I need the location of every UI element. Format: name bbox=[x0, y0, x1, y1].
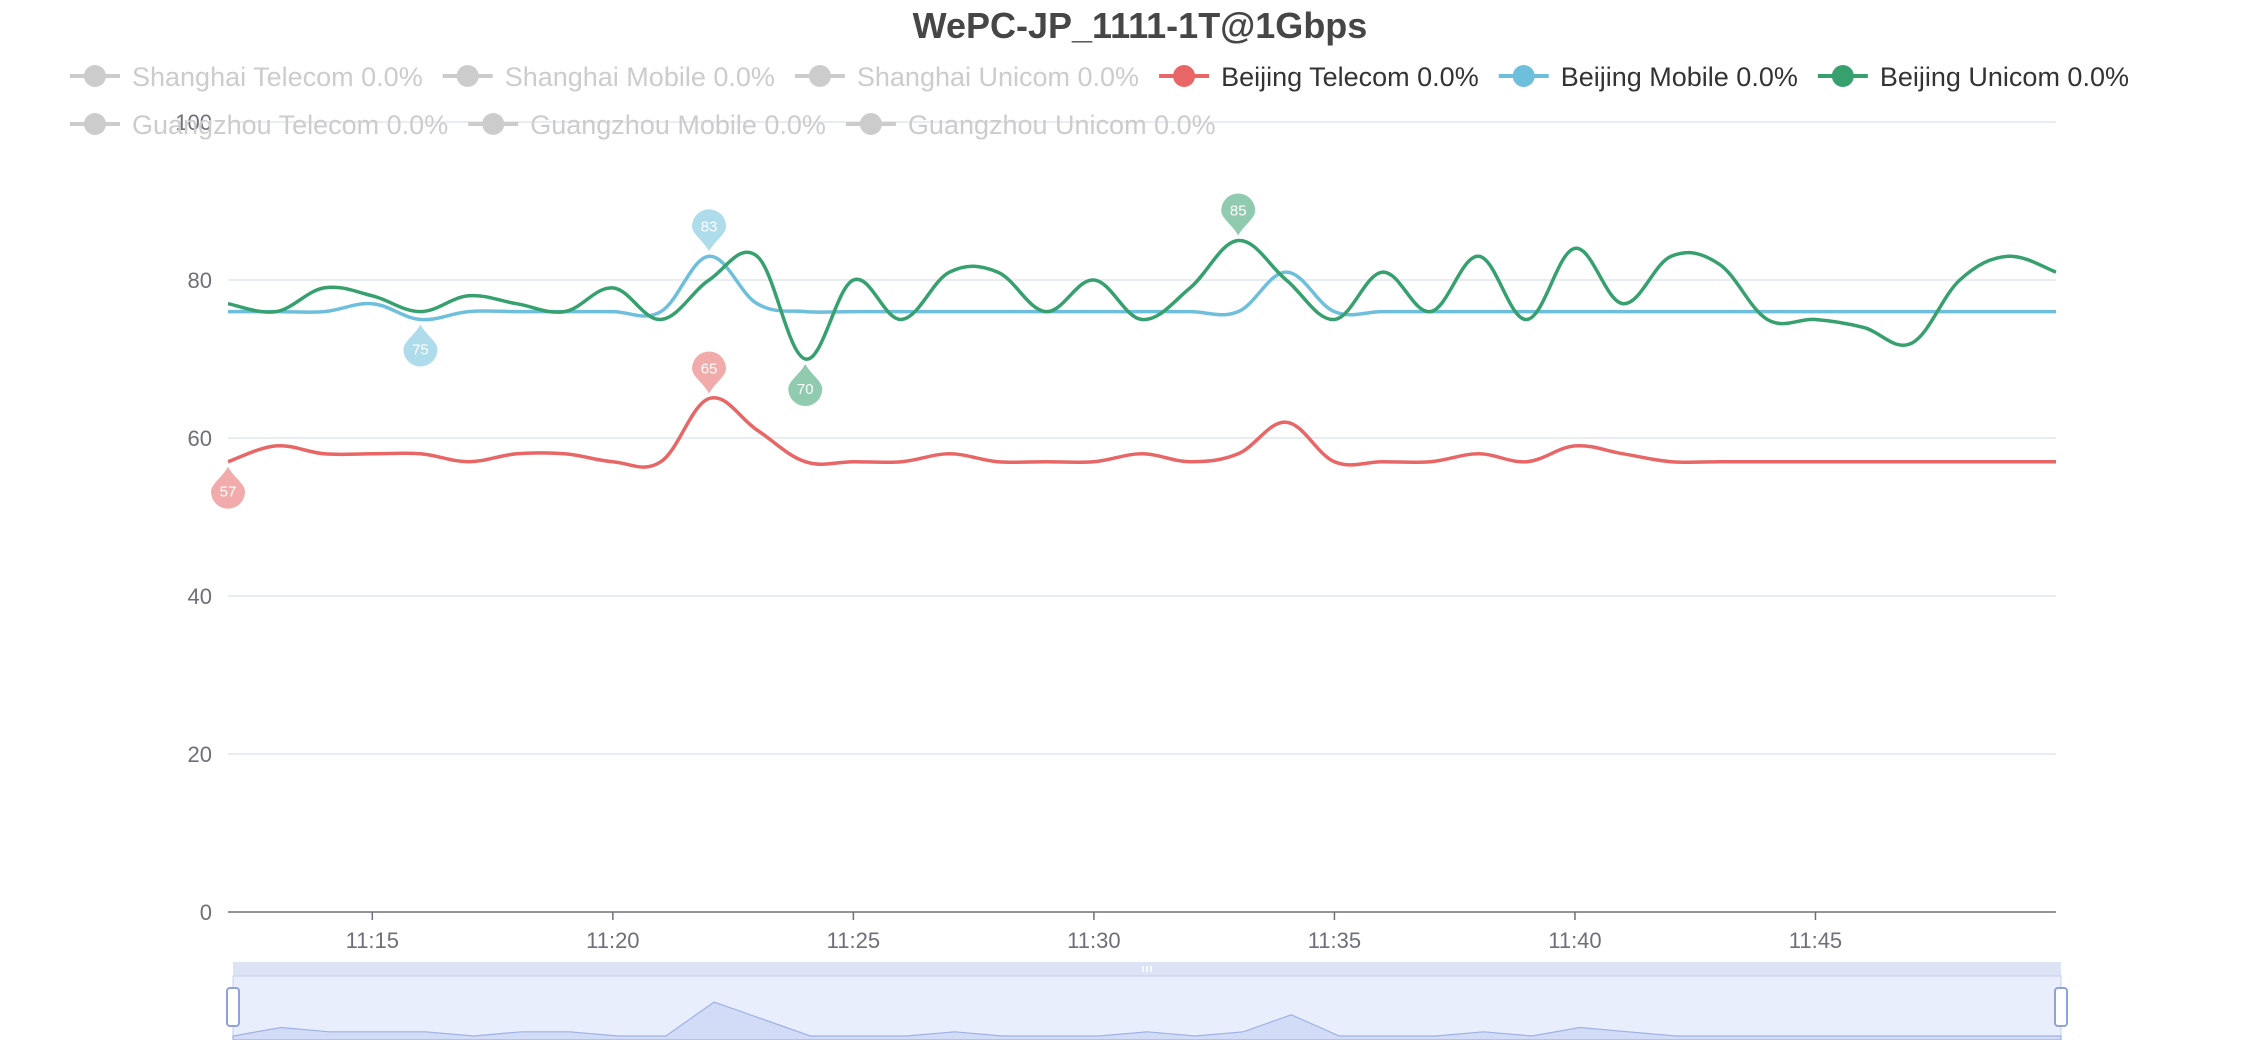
zoom-preview-area bbox=[232, 1001, 2062, 1040]
pin-shape bbox=[1221, 193, 1256, 236]
legend-label: Beijing Unicom 0.0% bbox=[1880, 62, 2129, 92]
pin-shape bbox=[692, 209, 727, 252]
series-line-beijing-telecom[interactable] bbox=[227, 395, 2056, 469]
x-tick-label: 11:45 bbox=[1789, 928, 1842, 953]
legend-label: Shanghai Unicom 0.0% bbox=[857, 62, 1139, 92]
x-tick-label: 11:30 bbox=[1067, 928, 1120, 953]
legend-label: Shanghai Mobile 0.0% bbox=[505, 62, 775, 92]
x-tick-label: 11:40 bbox=[1548, 928, 1601, 953]
legend-dot-icon bbox=[456, 65, 479, 87]
pin-shape bbox=[692, 351, 727, 394]
legend-item-beijing-mobile[interactable]: Beijing Mobile 0.0% bbox=[1498, 62, 1798, 92]
y-tick-label: 100 bbox=[175, 110, 212, 135]
x-axis: 11:15 11:20 11:25 11:30 11:35 11:40 11:45 bbox=[346, 912, 1842, 953]
pin-shape bbox=[211, 466, 245, 509]
zoom-end-handle[interactable] bbox=[2054, 987, 2068, 1027]
mark-point-label: 57 bbox=[220, 484, 237, 501]
legend-dot-icon bbox=[482, 113, 505, 135]
y-tick-label: 40 bbox=[188, 584, 212, 609]
legend-item-shanghai-mobile[interactable]: Shanghai Mobile 0.0% bbox=[442, 62, 775, 92]
legend-item-shanghai-unicom[interactable]: Shanghai Unicom 0.0% bbox=[794, 62, 1139, 92]
x-tick-label: 11:15 bbox=[346, 928, 399, 953]
legend-dot-icon bbox=[1173, 65, 1196, 87]
legend-item-guangzhou-unicom[interactable]: Guangzhou Unicom 0.0% bbox=[845, 110, 1216, 140]
mark-point-max[interactable]: 85 bbox=[1221, 193, 1256, 236]
pin-shape bbox=[788, 364, 823, 406]
legend-label: Guangzhou Telecom 0.0% bbox=[132, 110, 448, 140]
legend-dot-icon bbox=[1831, 65, 1854, 87]
series-lines bbox=[227, 238, 2057, 469]
x-tick-label: 11:25 bbox=[827, 928, 880, 953]
legend-item-beijing-telecom[interactable]: Beijing Telecom 0.0% bbox=[1159, 62, 1479, 92]
mark-point-max[interactable]: 83 bbox=[692, 209, 727, 252]
legend-label: Beijing Telecom 0.0% bbox=[1221, 62, 1479, 92]
legend-label: Guangzhou Mobile 0.0% bbox=[530, 110, 826, 140]
x-tick-label: 11:20 bbox=[586, 928, 639, 953]
legend-dot-icon bbox=[84, 113, 106, 135]
mark-point-label: 83 bbox=[701, 218, 718, 235]
grid-lines bbox=[228, 121, 2056, 913]
series-line-beijing-mobile[interactable] bbox=[228, 254, 2056, 322]
series-line-beijing-unicom[interactable] bbox=[227, 238, 2057, 361]
zoom-start-handle[interactable] bbox=[226, 987, 240, 1027]
pin-shape bbox=[403, 324, 438, 367]
legend-dot-icon bbox=[1512, 65, 1535, 87]
legend: Shanghai Telecom 0.0% Shanghai Mobile 0.0… bbox=[70, 62, 2129, 140]
y-tick-label: 0 bbox=[200, 900, 212, 925]
mark-point-label: 75 bbox=[412, 342, 429, 359]
mark-point-label: 85 bbox=[1230, 203, 1247, 220]
y-tick-label: 20 bbox=[188, 742, 212, 767]
legend-dot-icon bbox=[84, 65, 106, 87]
mark-point-min[interactable]: 70 bbox=[788, 364, 823, 406]
legend-label: Shanghai Telecom 0.0% bbox=[132, 62, 423, 92]
mark-point-label: 65 bbox=[701, 361, 718, 378]
y-axis: 0 20 40 60 80 100 bbox=[175, 110, 212, 925]
legend-item-guangzhou-mobile[interactable]: Guangzhou Mobile 0.0% bbox=[468, 110, 826, 140]
mark-point-min[interactable]: 75 bbox=[403, 324, 438, 367]
mark-points: 57 65 83 75 85 70 bbox=[211, 193, 1256, 509]
legend-item-guangzhou-telecom[interactable]: Guangzhou Telecom 0.0% bbox=[70, 110, 448, 140]
chart-title: WePC-JP_1111-1T@1Gbps bbox=[913, 5, 1368, 46]
y-tick-label: 60 bbox=[188, 426, 212, 451]
data-zoom-slider[interactable] bbox=[226, 962, 2068, 1040]
mark-point-max[interactable]: 65 bbox=[692, 351, 727, 394]
legend-dot-icon bbox=[859, 113, 882, 135]
legend-item-beijing-unicom[interactable]: Beijing Unicom 0.0% bbox=[1817, 62, 2129, 92]
y-tick-label: 80 bbox=[188, 268, 212, 293]
legend-label: Guangzhou Unicom 0.0% bbox=[908, 110, 1216, 140]
x-tick-label: 11:35 bbox=[1308, 928, 1361, 953]
legend-item-shanghai-telecom[interactable]: Shanghai Telecom 0.0% bbox=[70, 62, 423, 92]
mark-point-label: 70 bbox=[797, 381, 814, 398]
legend-dot-icon bbox=[808, 65, 831, 87]
mark-point-min[interactable]: 57 bbox=[211, 466, 245, 509]
legend-label: Beijing Mobile 0.0% bbox=[1561, 62, 1798, 92]
zoom-grip-icon bbox=[1142, 966, 1152, 972]
zoom-window[interactable] bbox=[232, 975, 2062, 1040]
